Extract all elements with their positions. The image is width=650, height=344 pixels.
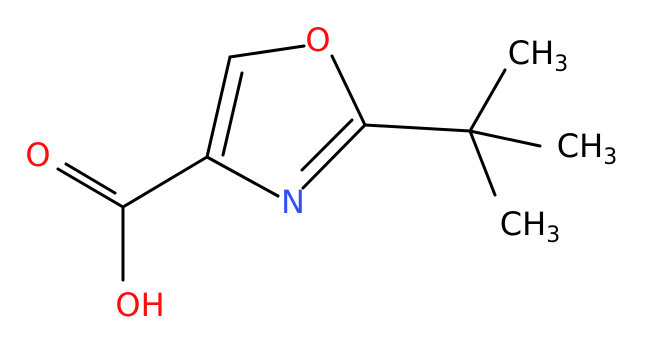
atom-label: OH <box>115 286 164 324</box>
atom-sub: 3 <box>546 223 560 248</box>
bond <box>221 71 244 157</box>
bond <box>205 155 280 198</box>
bond <box>468 129 542 148</box>
atom-sub: 3 <box>603 145 617 170</box>
bond <box>205 55 232 159</box>
bond <box>300 118 354 172</box>
bond <box>56 167 125 209</box>
bond <box>121 155 209 209</box>
bond <box>228 44 306 59</box>
atom-label: CH3 <box>557 127 617 170</box>
atom-label: O <box>305 21 330 59</box>
bond <box>363 123 472 133</box>
bond <box>468 68 507 133</box>
atom-text: CH <box>500 205 546 243</box>
atom-label: O <box>25 136 50 174</box>
bonds <box>56 44 542 282</box>
atom-label: CH3 <box>500 205 560 248</box>
bond <box>301 123 367 190</box>
bond <box>64 162 117 195</box>
bond <box>468 129 497 197</box>
bond <box>330 54 367 127</box>
atom-label: CH3 <box>508 34 568 77</box>
atom-text: CH <box>557 127 603 165</box>
atom-text: CH <box>508 34 554 72</box>
atom-label: N <box>281 183 305 221</box>
atom-sub: 3 <box>554 52 568 77</box>
